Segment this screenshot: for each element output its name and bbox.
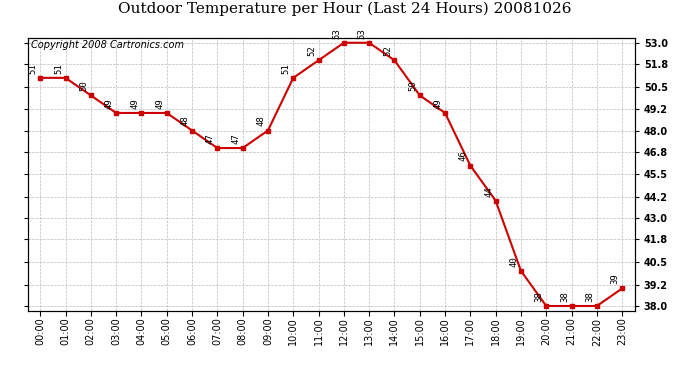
- Text: 46: 46: [459, 151, 468, 161]
- Text: 39: 39: [611, 273, 620, 284]
- Text: 52: 52: [383, 45, 392, 56]
- Text: 48: 48: [181, 116, 190, 126]
- Text: 53: 53: [357, 28, 366, 39]
- Text: Outdoor Temperature per Hour (Last 24 Hours) 20081026: Outdoor Temperature per Hour (Last 24 Ho…: [118, 2, 572, 16]
- Text: 50: 50: [79, 81, 88, 91]
- Text: 49: 49: [105, 98, 114, 109]
- Text: Copyright 2008 Cartronics.com: Copyright 2008 Cartronics.com: [30, 40, 184, 50]
- Text: 48: 48: [257, 116, 266, 126]
- Text: 49: 49: [433, 98, 442, 109]
- Text: 52: 52: [307, 45, 316, 56]
- Text: 50: 50: [408, 81, 417, 91]
- Text: 51: 51: [29, 63, 38, 74]
- Text: 38: 38: [560, 291, 569, 302]
- Text: 49: 49: [130, 98, 139, 109]
- Text: 47: 47: [206, 133, 215, 144]
- Text: 53: 53: [333, 28, 342, 39]
- Text: 38: 38: [535, 291, 544, 302]
- Text: 40: 40: [509, 256, 518, 267]
- Text: 51: 51: [54, 63, 63, 74]
- Text: 47: 47: [231, 133, 240, 144]
- Text: 51: 51: [282, 63, 290, 74]
- Text: 38: 38: [585, 291, 594, 302]
- Text: 44: 44: [484, 186, 493, 196]
- Text: 49: 49: [155, 98, 164, 109]
